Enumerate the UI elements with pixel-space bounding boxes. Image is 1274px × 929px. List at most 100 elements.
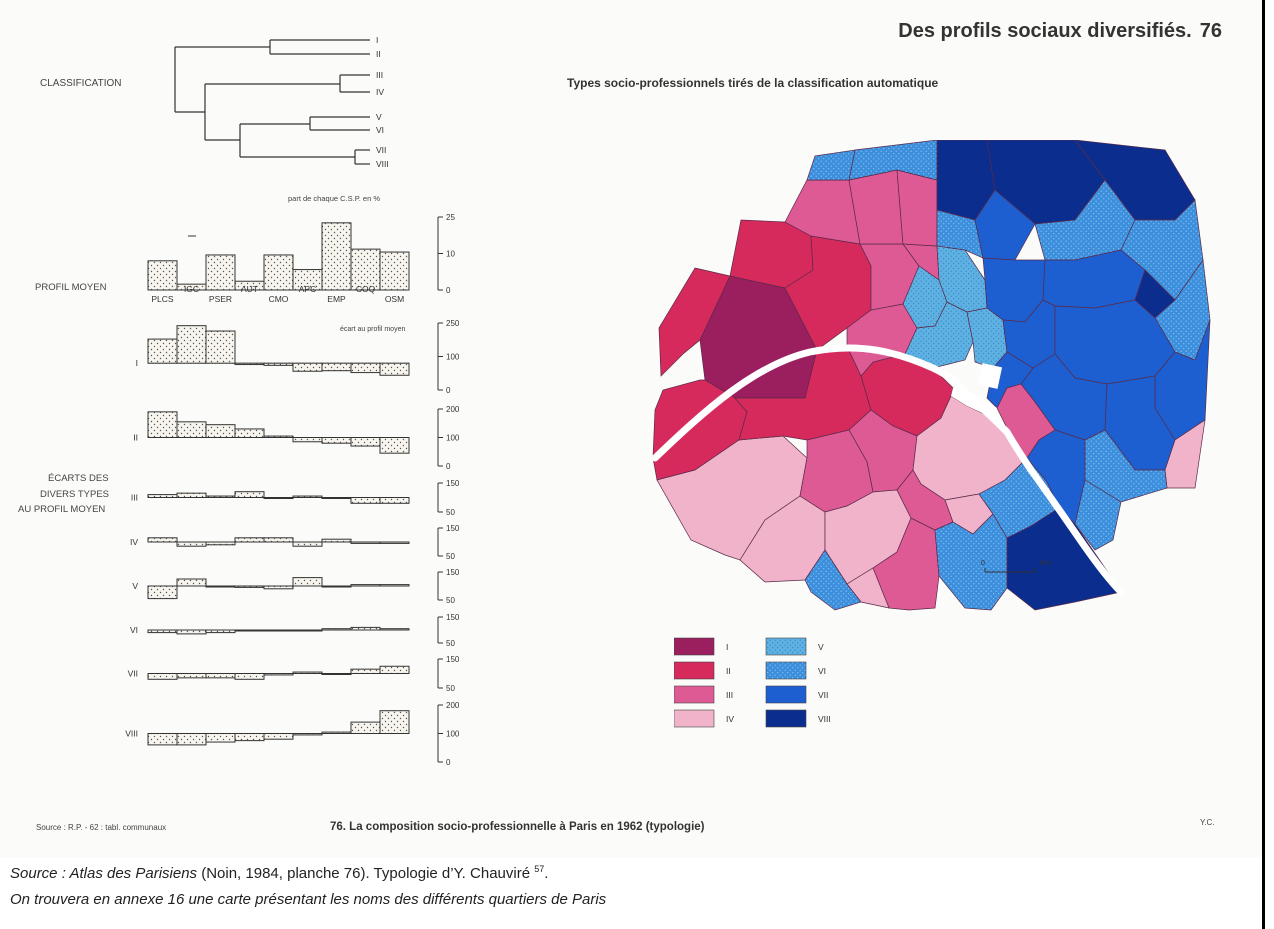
ecart-row-label-VII: VII [128, 669, 138, 679]
ecart-bar-I-COQ [350, 362, 381, 374]
ecart-bar-VIII-COQ [350, 721, 381, 734]
profil-bar-CMO [263, 254, 294, 291]
ecart-VII-tick-label: 150 [446, 655, 460, 664]
ecarts-label-line-1: ÉCARTS DES [48, 473, 109, 484]
ecart-bar-VII-EMP [321, 673, 352, 675]
ecart-bar-VIII-OSM [379, 710, 410, 735]
ecart-bar-IV-COQ [350, 541, 381, 544]
ecart-bar-III-OSM [379, 497, 410, 504]
source-end: . [544, 865, 549, 882]
atlas-plate: Des profils sociaux diversifiés. 76 Types… [18, 20, 1222, 833]
ecart-chart-II: II 200 100 0 [133, 405, 460, 471]
classification-label: CLASSIFICATION [40, 78, 122, 89]
legend-swatch-VIII [765, 709, 807, 728]
ecart-bar-III-COQ [350, 497, 381, 504]
ecart-bar-VI-PLCS [147, 629, 178, 634]
ecart-bar-I-PSER [205, 330, 236, 364]
district-38-type-VII [974, 189, 1036, 261]
ecart-bar-II-OSM [379, 437, 410, 454]
map-scale: 0 1km [981, 560, 1052, 573]
ecart-bar-V-IGC [176, 578, 207, 587]
ecart-bar-VII-AUT [234, 673, 265, 680]
district-16-type-VI [804, 549, 862, 611]
ecart-bar-III-CMO [263, 497, 294, 499]
ecart-chart-VIII: VIII 200 100 0 [125, 701, 460, 767]
csp-label-CMO: CMO [269, 294, 289, 304]
ecart-bar-II-PSER [205, 424, 236, 438]
scale-start: 0 [981, 560, 985, 567]
csp-label-COQ: COQ [356, 284, 376, 294]
ecart-bar-I-AUT [234, 362, 265, 366]
source-rest: (Noin, 1984, planche 76). Typologie d’Y.… [197, 865, 535, 882]
ecart-bar-IV-IGC [176, 541, 207, 547]
dendrogram [174, 39, 370, 165]
dendrogram-leaf-IV: IV [376, 87, 384, 97]
dendrogram-leaf-I: I [376, 35, 378, 45]
ecart-bar-I-APC [292, 362, 323, 372]
ecart-I-tick-label: 0 [446, 386, 451, 395]
ecart-chart-I: I 250 100 0 [136, 319, 460, 395]
ecart-VIII-tick-label: 200 [446, 701, 460, 710]
dendrogram-leaf-III: III [376, 70, 383, 80]
ecart-III-tick-label: 150 [446, 479, 460, 488]
ecart-bar-VII-PLCS [147, 673, 178, 680]
ecart-bar-I-CMO [263, 362, 294, 366]
ecart-row-label-VI: VI [130, 625, 138, 635]
legend-label-IV: IV [726, 714, 734, 724]
ecart-bar-III-EMP [321, 497, 352, 499]
ecart-II-tick-label: 100 [446, 434, 460, 443]
ecart-bar-VI-CMO [263, 629, 294, 632]
plate-title-text: Des profils sociaux diversifiés. [898, 20, 1192, 42]
ecart-bar-II-PLCS [147, 411, 178, 439]
ecart-bar-II-EMP [321, 437, 352, 444]
ecart-bar-VIII-EMP [321, 731, 352, 735]
csp-label-PLCS: PLCS [151, 294, 174, 304]
ecart-chart-VII: VII 150 50 [128, 655, 460, 693]
ecart-bar-IV-OSM [379, 541, 410, 544]
ecart-VI-tick-label: 50 [446, 639, 455, 648]
ecart-II-tick-label: 0 [446, 462, 451, 471]
district-50-type-IV [1164, 419, 1206, 489]
dendrogram-leaf-VII: VII [376, 145, 386, 155]
ecart-bar-VIII-IGC [176, 733, 207, 746]
legend-swatch-IV [674, 709, 715, 728]
ecart-bar-VIII-PSER [205, 733, 236, 743]
ecart-bar-V-EMP [321, 585, 352, 588]
profil-bar-OSM [379, 251, 410, 291]
ecart-bar-III-AUT [234, 491, 265, 499]
ecart-V-tick-label: 150 [446, 568, 460, 577]
ecart-I-tick-label: 100 [446, 353, 460, 362]
ecart-bar-I-EMP [321, 362, 352, 372]
ecart-bar-I-PLCS [147, 338, 178, 364]
ecart-bar-IV-CMO [263, 537, 294, 543]
ecart-bar-V-OSM [379, 584, 410, 587]
ecart-IV-tick-label: 50 [446, 552, 455, 561]
csp-label-APC: APC [299, 284, 316, 294]
dendrogram-leaf-VI: VI [376, 125, 384, 135]
ecart-bar-II-APC [292, 437, 323, 443]
plate-caption: 76. La composition socio-professionnelle… [330, 821, 705, 833]
csp-label-PSER: PSER [209, 294, 232, 304]
paris-map: 0 1km [651, 140, 1211, 611]
legend-swatch-VI [765, 661, 807, 680]
ecart-VI-tick-label: 150 [446, 613, 460, 622]
ecart-row-label-V: V [132, 581, 138, 591]
ecart-II-tick-label: 200 [446, 405, 460, 414]
ecart-bar-II-IGC [176, 421, 207, 439]
legend-label-VII: VII [818, 690, 828, 700]
ecart-V-tick-label: 50 [446, 596, 455, 605]
ecart-bar-VII-COQ [350, 668, 381, 675]
ecart-bar-VIII-APC [292, 733, 323, 736]
legend-swatch-II [674, 661, 715, 680]
plate-title: Des profils sociaux diversifiés. 76 [898, 20, 1222, 43]
ecart-bar-II-COQ [350, 437, 381, 447]
csp-label-EMP: EMP [327, 294, 346, 304]
legend-label-I: I [726, 642, 728, 652]
dendrogram-leaf-VIII: VIII [376, 159, 389, 169]
map-districts [652, 140, 1211, 611]
ecart-bar-III-PSER [205, 495, 236, 498]
ecart-chart-IV: IV 150 50 [130, 524, 460, 561]
ecart-VII-tick-label: 50 [446, 684, 455, 693]
